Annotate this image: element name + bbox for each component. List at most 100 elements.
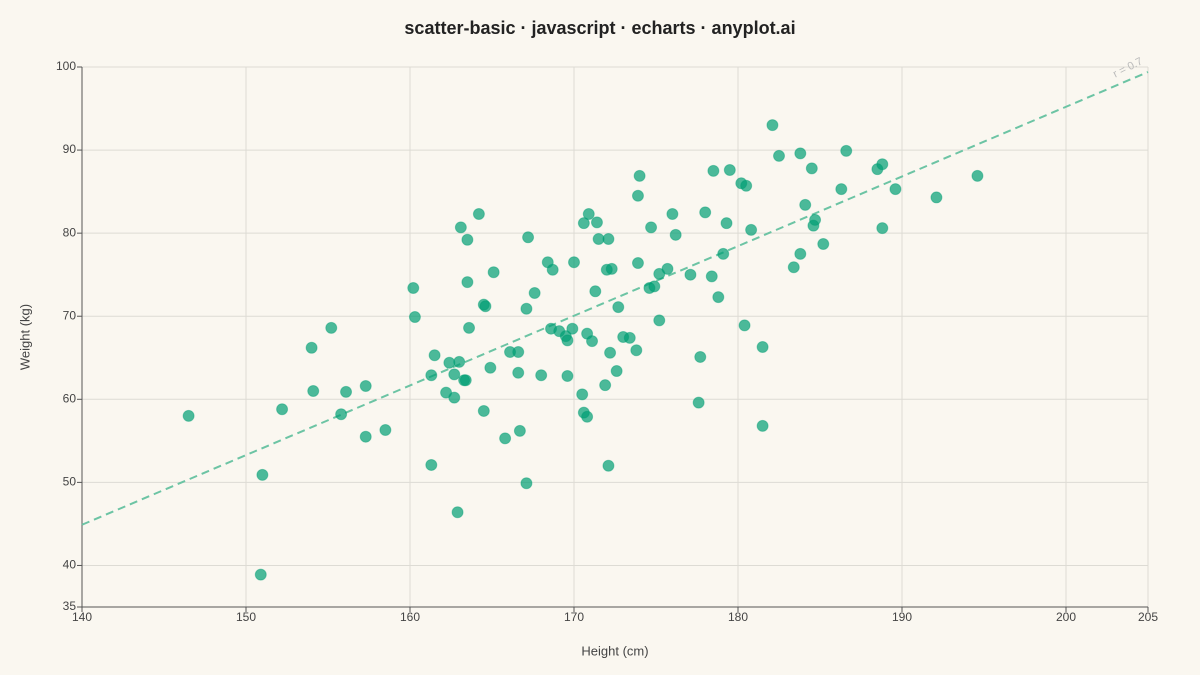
point xyxy=(307,385,320,397)
point xyxy=(589,285,602,298)
point xyxy=(653,314,666,327)
point xyxy=(692,396,705,409)
point xyxy=(623,331,636,344)
point xyxy=(712,291,725,304)
point xyxy=(461,276,474,289)
chart-title: scatter-basic · javascript · echarts · a… xyxy=(404,18,795,38)
point xyxy=(335,408,348,421)
point xyxy=(930,191,943,204)
point xyxy=(610,365,623,378)
point xyxy=(876,158,889,171)
point xyxy=(631,189,644,202)
point xyxy=(359,430,372,443)
point xyxy=(717,247,730,260)
point xyxy=(305,341,318,354)
point xyxy=(590,216,603,229)
point xyxy=(648,280,661,293)
point xyxy=(428,349,441,362)
point xyxy=(459,374,472,387)
x-axis-label: Height (cm) xyxy=(581,643,648,658)
point xyxy=(707,164,720,177)
point xyxy=(276,403,289,416)
point xyxy=(669,228,682,241)
point xyxy=(738,319,751,332)
y-tick-label: 90 xyxy=(63,142,77,156)
y-tick-label: 70 xyxy=(63,308,77,322)
point xyxy=(799,198,812,211)
point xyxy=(723,164,736,177)
x-tick-label: 150 xyxy=(236,610,256,624)
point xyxy=(440,386,453,399)
point xyxy=(794,147,807,160)
point xyxy=(745,223,758,236)
y-tick-label: 80 xyxy=(63,225,77,239)
point xyxy=(451,506,464,519)
point xyxy=(602,459,615,472)
point xyxy=(479,300,492,313)
x-tick-label: 160 xyxy=(400,610,420,624)
point xyxy=(699,206,712,219)
point xyxy=(477,404,490,417)
y-tick-label: 100 xyxy=(56,59,76,73)
point xyxy=(971,169,984,182)
point xyxy=(876,222,889,235)
point xyxy=(756,419,769,432)
point xyxy=(630,344,643,357)
point xyxy=(425,458,438,471)
point xyxy=(566,322,579,335)
point xyxy=(561,334,574,347)
point xyxy=(512,366,525,379)
annotation: r = 0.7 xyxy=(1111,55,1145,80)
point xyxy=(472,208,485,221)
point xyxy=(520,477,533,490)
x-tick-label: 180 xyxy=(728,610,748,624)
trend-line xyxy=(81,71,1149,526)
point xyxy=(787,261,800,274)
point xyxy=(794,247,807,260)
point xyxy=(612,301,625,314)
point xyxy=(835,183,848,196)
point xyxy=(379,424,392,437)
x-tick-label: 170 xyxy=(564,610,584,624)
point xyxy=(461,233,474,246)
point xyxy=(463,321,476,334)
point xyxy=(840,144,853,157)
point xyxy=(599,379,612,392)
point xyxy=(546,263,559,276)
point xyxy=(535,369,548,382)
point xyxy=(340,385,353,398)
point xyxy=(528,286,541,299)
point xyxy=(582,208,595,221)
point xyxy=(522,231,535,244)
x-tick-label: 190 xyxy=(892,610,912,624)
point xyxy=(484,361,497,374)
point xyxy=(631,257,644,270)
x-tick-label: 140 xyxy=(72,610,92,624)
point xyxy=(256,468,269,481)
point xyxy=(408,311,421,324)
point xyxy=(661,262,674,275)
point xyxy=(182,409,195,422)
point xyxy=(407,281,420,294)
x-tick-label: 205 xyxy=(1138,610,1158,624)
point xyxy=(520,302,533,315)
point xyxy=(487,266,500,279)
point xyxy=(513,424,526,437)
point xyxy=(889,183,902,196)
point xyxy=(809,213,822,226)
point xyxy=(653,267,666,280)
point xyxy=(586,335,599,348)
point xyxy=(499,432,512,445)
point xyxy=(568,256,580,269)
point xyxy=(325,321,338,334)
y-tick-label: 40 xyxy=(63,558,77,572)
y-tick-label: 50 xyxy=(63,475,77,489)
point xyxy=(694,350,707,363)
point xyxy=(448,391,461,404)
point xyxy=(448,368,461,381)
point xyxy=(561,370,574,383)
point xyxy=(756,340,769,353)
point xyxy=(454,221,467,234)
point xyxy=(666,208,679,221)
point xyxy=(684,268,697,281)
